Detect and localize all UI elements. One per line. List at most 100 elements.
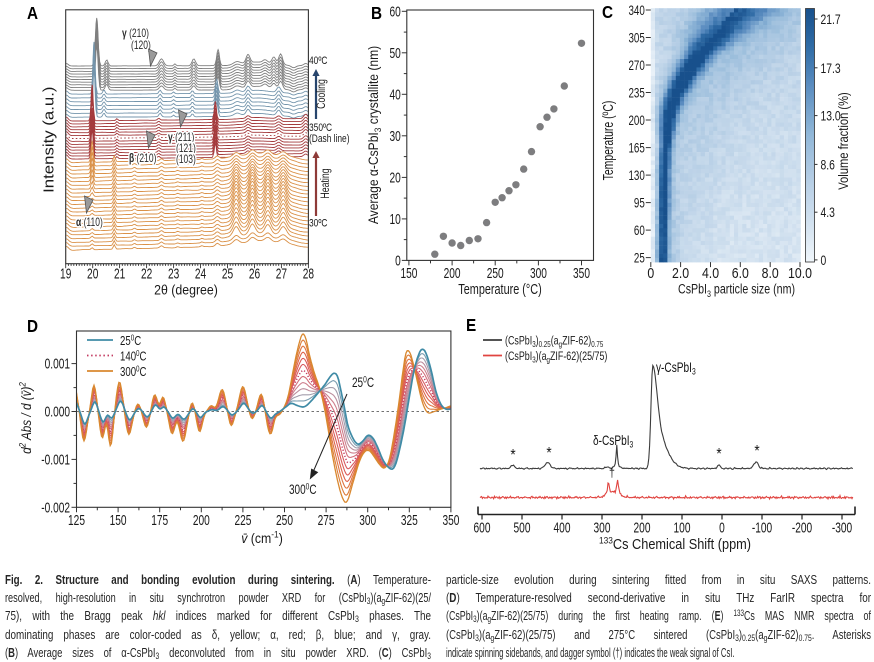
svg-text:340: 340 [628, 2, 645, 18]
svg-text:4.3: 4.3 [821, 205, 836, 221]
svg-text:26: 26 [249, 266, 260, 282]
svg-text:200: 200 [628, 112, 645, 128]
svg-text:Temperature (ºC): Temperature (ºC) [600, 101, 616, 181]
svg-text:*: * [754, 443, 759, 460]
svg-text:Intensity (a.u.): Intensity (a.u.) [41, 87, 57, 193]
svg-text:250: 250 [487, 265, 504, 281]
svg-text:100: 100 [674, 520, 691, 536]
svg-text:20: 20 [390, 170, 401, 186]
svg-text:3000C: 3000C [289, 481, 317, 497]
svg-text:125: 125 [68, 512, 85, 528]
svg-text:200: 200 [444, 265, 461, 281]
svg-text:8.0: 8.0 [762, 265, 779, 281]
svg-text:δ-CsPbI3: δ-CsPbI3 [593, 433, 634, 450]
svg-text:γ (210): γ (210) [122, 28, 149, 41]
svg-text:6.0: 6.0 [732, 265, 749, 281]
svg-text:270: 270 [628, 57, 645, 73]
svg-text:22: 22 [141, 266, 152, 282]
svg-text:0: 0 [647, 265, 654, 281]
svg-text:200: 200 [193, 512, 210, 528]
svg-text:Cooling: Cooling [315, 79, 329, 109]
svg-text:1400C: 1400C [120, 349, 146, 364]
svg-text:60: 60 [390, 4, 401, 20]
svg-text:0.001: 0.001 [45, 356, 70, 372]
svg-text:19: 19 [60, 266, 71, 282]
svg-text:E: E [466, 315, 476, 335]
svg-text:25: 25 [634, 250, 645, 266]
svg-text:24: 24 [195, 266, 206, 282]
svg-text:21.7: 21.7 [821, 11, 841, 27]
svg-text:Heating: Heating [319, 168, 333, 198]
svg-text:133Cs Chemical Shift (ppm): 133Cs Chemical Shift (ppm) [599, 536, 751, 553]
svg-text:150: 150 [400, 265, 417, 281]
svg-text:40: 40 [390, 87, 401, 103]
svg-text:Temperature (°C): Temperature (°C) [458, 280, 541, 297]
svg-text:350ºC: 350ºC [309, 122, 332, 135]
svg-text:3000C: 3000C [120, 364, 146, 379]
svg-text:(Dash line): (Dash line) [309, 133, 350, 146]
svg-text:600: 600 [474, 520, 491, 536]
svg-text:50: 50 [390, 45, 401, 61]
svg-text:*: * [716, 446, 721, 463]
svg-text:0: 0 [395, 253, 401, 269]
svg-text:300: 300 [359, 512, 376, 528]
svg-text:350: 350 [442, 512, 459, 528]
svg-text:-0.002: -0.002 [41, 500, 70, 516]
svg-text:17.3: 17.3 [821, 60, 841, 76]
svg-text:275: 275 [318, 512, 335, 528]
svg-text:A: A [27, 3, 38, 23]
svg-text:C: C [602, 2, 613, 22]
svg-text:0: 0 [719, 520, 725, 536]
svg-text:γ-CsPbI3: γ-CsPbI3 [656, 360, 696, 377]
svg-text:500: 500 [514, 520, 531, 536]
svg-text:23: 23 [168, 266, 179, 282]
svg-text:40ºC: 40ºC [309, 55, 327, 68]
svg-text:-200: -200 [792, 520, 812, 536]
svg-text:300: 300 [530, 265, 547, 281]
svg-text:325: 325 [401, 512, 418, 528]
svg-text:(120): (120) [131, 40, 151, 53]
svg-text:13.0: 13.0 [821, 108, 841, 124]
svg-text:305: 305 [628, 30, 645, 46]
svg-text:300: 300 [594, 520, 611, 536]
svg-text:10: 10 [390, 211, 401, 227]
svg-text:250C: 250C [352, 374, 374, 390]
svg-text:*: * [546, 445, 551, 462]
svg-text:†: † [609, 466, 615, 480]
svg-text:60: 60 [634, 222, 645, 238]
svg-text:β (210): β (210) [129, 153, 156, 166]
svg-text:-300: -300 [832, 520, 852, 536]
svg-text:d2 Abs / d (v̄)2: d2 Abs / d (v̄)2 [17, 382, 34, 454]
svg-text:(CsPbI3)0.25(agZIF-62)0.75: (CsPbI3)0.25(agZIF-62)0.75 [505, 334, 603, 349]
svg-text:2.0: 2.0 [672, 265, 689, 281]
svg-text:235: 235 [628, 85, 645, 101]
svg-text:-100: -100 [752, 520, 772, 536]
svg-text:20: 20 [87, 266, 98, 282]
svg-text:*: * [510, 447, 515, 464]
svg-text:10.0: 10.0 [788, 265, 812, 281]
svg-text:30: 30 [390, 128, 401, 144]
svg-text:95: 95 [634, 195, 645, 211]
svg-text:175: 175 [151, 512, 168, 528]
svg-text:200: 200 [634, 520, 651, 536]
svg-text:-0.001: -0.001 [41, 452, 70, 468]
svg-text:γ (211): γ (211) [168, 132, 194, 145]
svg-text:α (110): α (110) [76, 217, 103, 230]
svg-text:CsPbI3 particle size (nm): CsPbI3 particle size (nm) [678, 281, 795, 299]
svg-text:30ºC: 30ºC [309, 217, 327, 230]
svg-text:(103): (103) [176, 154, 196, 167]
svg-text:8.6: 8.6 [821, 157, 836, 173]
svg-text:4.0: 4.0 [702, 265, 719, 281]
svg-text:130: 130 [628, 167, 645, 183]
svg-text:225: 225 [234, 512, 251, 528]
svg-text:0.000: 0.000 [45, 404, 70, 420]
svg-text:0: 0 [821, 252, 827, 268]
svg-text:250: 250 [276, 512, 293, 528]
svg-text:250C: 250C [120, 333, 141, 348]
svg-text:Volume fraction (%): Volume fraction (%) [836, 92, 851, 190]
svg-text:150: 150 [110, 512, 127, 528]
svg-text:350: 350 [573, 265, 590, 281]
svg-text:21: 21 [114, 266, 125, 282]
svg-text:28: 28 [303, 266, 314, 282]
svg-text:(121): (121) [176, 143, 196, 156]
